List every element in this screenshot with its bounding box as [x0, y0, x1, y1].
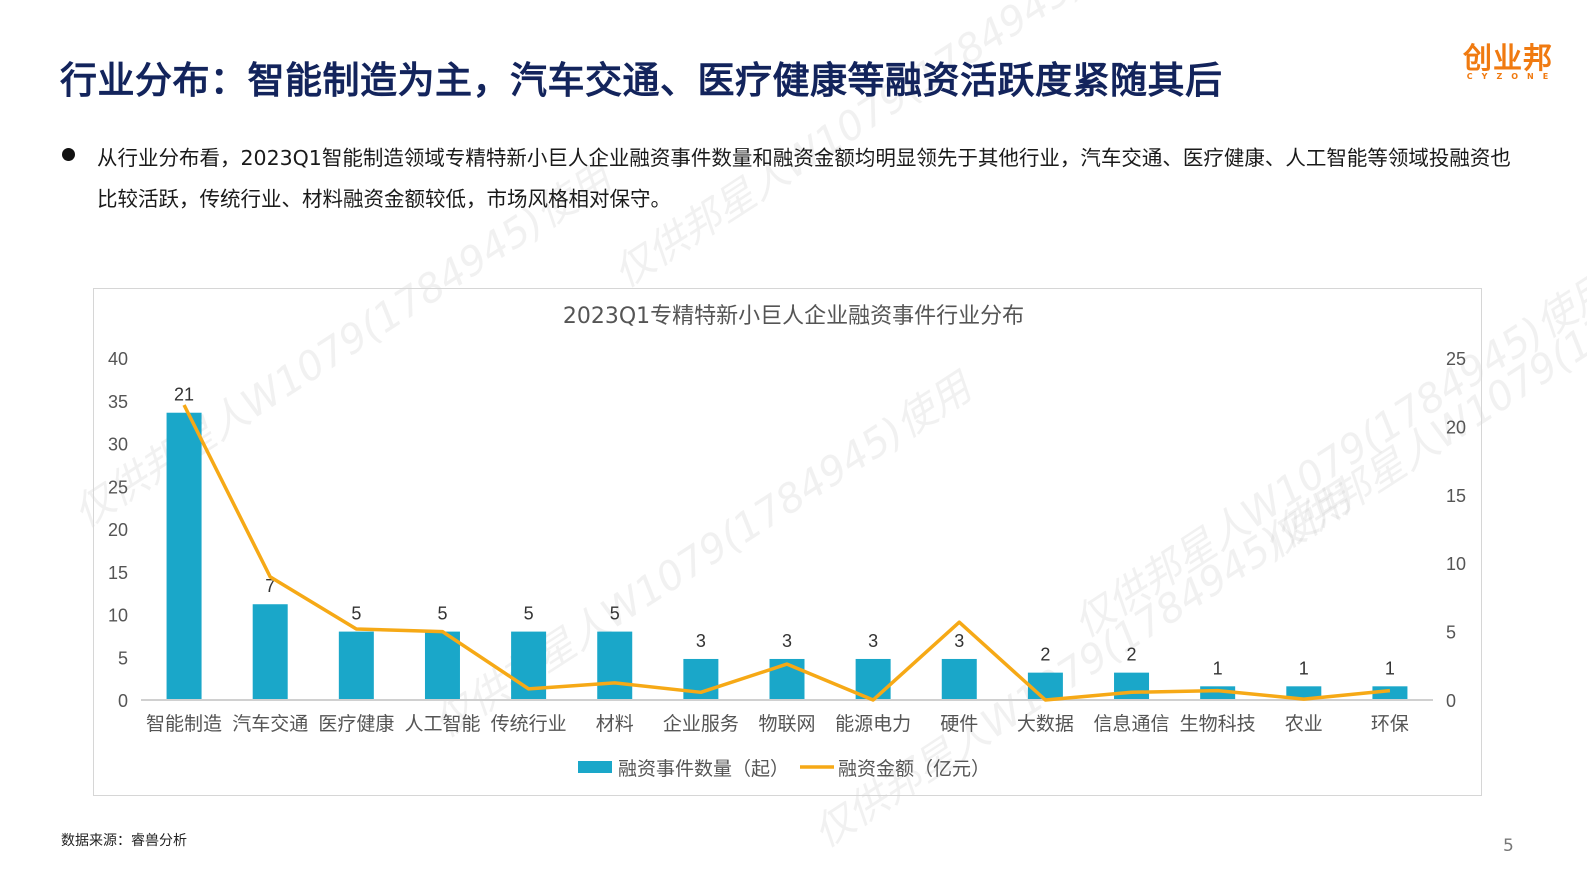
- right-axis-tick: 5: [1446, 623, 1456, 643]
- page-number: 5: [1503, 836, 1514, 856]
- left-axis-tick: 35: [108, 392, 128, 412]
- category-label: 大数据: [1017, 713, 1074, 735]
- right-axis-tick: 20: [1446, 417, 1466, 437]
- bar: [597, 631, 633, 700]
- category-label: 农业: [1285, 713, 1323, 735]
- legend-line-label: 融资金额（亿元）: [838, 758, 990, 780]
- category-label: 信息通信: [1094, 713, 1170, 735]
- category-label: 汽车交通: [232, 713, 308, 735]
- bar-data-label: 5: [351, 604, 361, 624]
- category-label: 能源电力: [835, 713, 911, 735]
- bar-data-label: 2: [1040, 645, 1050, 665]
- bar-data-label: 1: [1299, 658, 1309, 678]
- left-axis-tick: 40: [108, 349, 128, 369]
- bar: [855, 658, 891, 700]
- right-axis-tick: 0: [1446, 691, 1456, 711]
- category-label: 智能制造: [146, 713, 222, 735]
- bar: [941, 658, 977, 700]
- bar: [424, 631, 460, 700]
- left-axis-tick: 5: [118, 648, 128, 668]
- left-axis-tick: 10: [108, 606, 128, 626]
- category-label: 传统行业: [491, 713, 567, 735]
- bar: [166, 412, 202, 700]
- data-source: 数据来源：睿兽分析: [61, 833, 187, 849]
- left-axis-tick: 25: [108, 477, 128, 497]
- bar-data-label: 3: [954, 631, 964, 651]
- left-axis-tick: 0: [118, 691, 128, 711]
- bar-data-label: 21: [174, 385, 194, 405]
- bar-data-label: 3: [868, 631, 878, 651]
- bar: [1027, 672, 1063, 700]
- category-label: 材料: [596, 713, 634, 735]
- left-axis-tick: 30: [108, 435, 128, 455]
- bar: [1114, 672, 1150, 700]
- bar-data-label: 2: [1127, 645, 1137, 665]
- bar-data-label: 1: [1213, 658, 1223, 678]
- amount-line: [182, 404, 1391, 702]
- category-label: 环保: [1371, 713, 1409, 735]
- category-label: 医疗健康: [318, 713, 394, 735]
- bar-data-label: 3: [696, 631, 706, 651]
- category-label: 人工智能: [404, 713, 480, 735]
- bar: [252, 604, 288, 700]
- left-axis-tick: 20: [108, 520, 128, 540]
- chart-title: 2023Q1专精特新小巨人企业融资事件行业分布: [562, 304, 1025, 329]
- category-label: 生物科技: [1180, 713, 1256, 735]
- bar-data-label: 7: [265, 576, 275, 596]
- bar: [338, 631, 374, 700]
- right-axis-tick: 25: [1446, 349, 1466, 369]
- chart-frame: [93, 288, 1482, 796]
- right-axis-tick: 15: [1446, 486, 1466, 506]
- summary-text: 从行业分布看，2023Q1智能制造领域专精特新小巨人企业融资事件数量和融资金额均…: [97, 146, 1511, 211]
- logo-text: 创业邦: [1462, 41, 1553, 75]
- legend-bar-label: 融资事件数量（起）: [618, 758, 789, 780]
- category-label: 硬件: [940, 713, 978, 735]
- logo-subtext: CYZONE: [1466, 72, 1558, 81]
- brand-logo: 创业邦 CYZONE: [1458, 42, 1558, 81]
- category-label: 物联网: [758, 713, 815, 735]
- bar-data-label: 5: [524, 604, 534, 624]
- category-label: 企业服务: [663, 713, 739, 735]
- page-title: 行业分布：智能制造为主，汽车交通、医疗健康等融资活跃度紧随其后: [60, 59, 1223, 102]
- legend-bar-swatch: [578, 761, 612, 773]
- summary-bullet: 从行业分布看，2023Q1智能制造领域专精特新小巨人企业融资事件数量和融资金额均…: [60, 138, 1530, 220]
- bar-data-label: 5: [437, 604, 447, 624]
- bar-data-label: 5: [610, 604, 620, 624]
- bar-data-label: 3: [782, 631, 792, 651]
- left-axis-tick: 15: [108, 563, 128, 583]
- bar-data-label: 1: [1385, 658, 1395, 678]
- right-axis-tick: 10: [1446, 554, 1466, 574]
- bullet-icon: [62, 148, 75, 161]
